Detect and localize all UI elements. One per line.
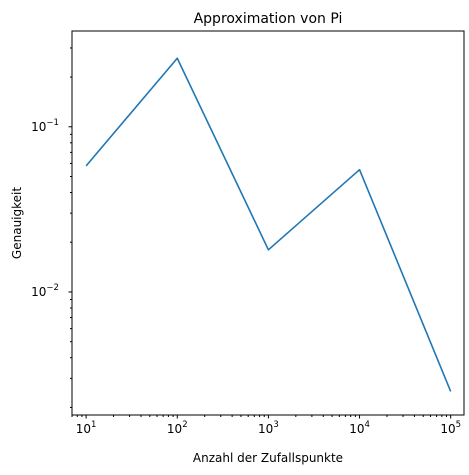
- x-tick-label: 104: [349, 420, 370, 436]
- x-tick-label: 102: [167, 420, 188, 436]
- x-tick-label: 103: [258, 420, 279, 436]
- axes-frame: [71, 30, 465, 416]
- x-tick-label: 101: [76, 420, 97, 436]
- plot-area: [85, 57, 452, 392]
- x-axis-label: Anzahl der Zufallspunkte: [193, 451, 343, 465]
- series-line-0: [85, 57, 452, 392]
- y-tick-label: 10−1: [31, 118, 59, 134]
- x-axis: 101 102 103 104 105: [71, 415, 461, 436]
- x-tick-label: 105: [440, 420, 461, 436]
- y-tick-label: 10−2: [31, 283, 59, 299]
- y-axis: 10−2 10−1: [31, 47, 72, 408]
- y-axis-label: Genauigkeit: [10, 187, 24, 259]
- chart-title: Approximation von Pi: [194, 11, 343, 27]
